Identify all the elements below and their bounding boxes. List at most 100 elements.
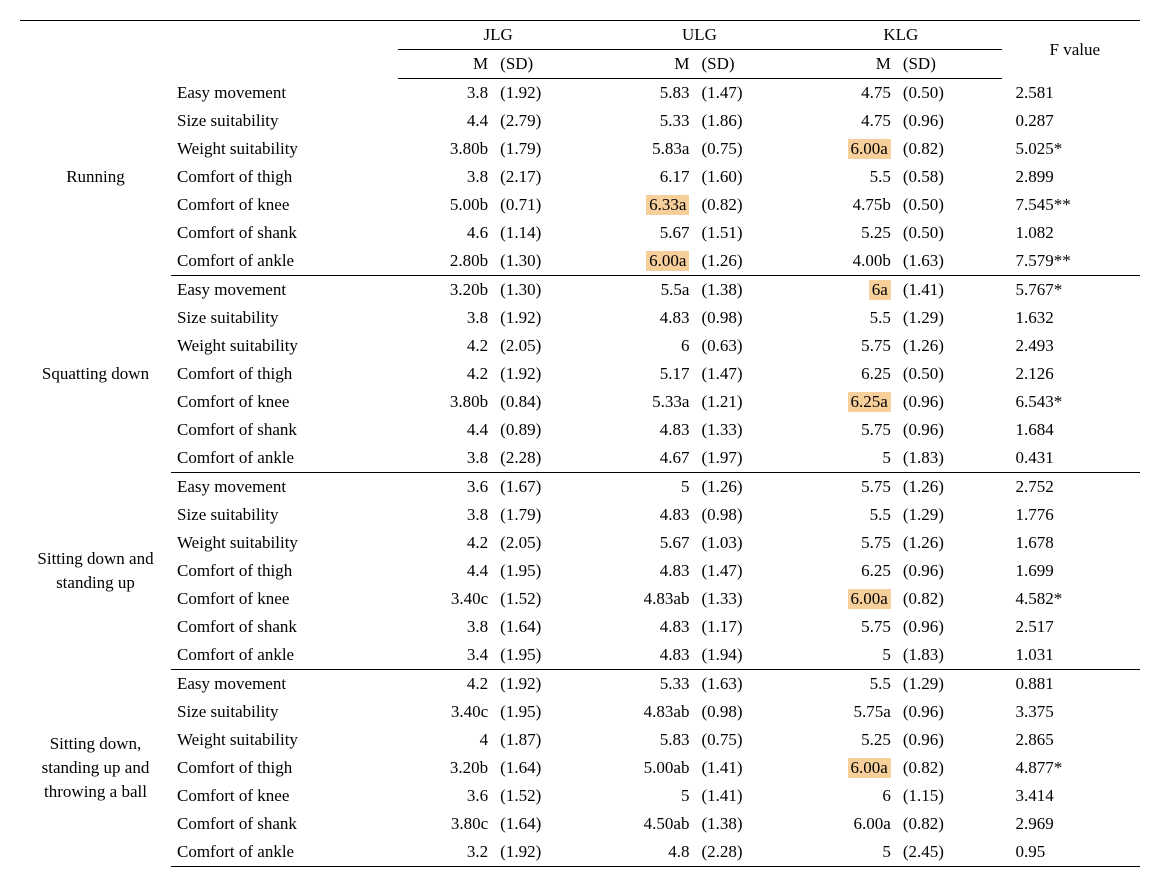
attribute-label: Comfort of knee bbox=[171, 388, 398, 416]
ulg-sd: (0.98) bbox=[699, 304, 800, 332]
ulg-sd: (1.47) bbox=[699, 360, 800, 388]
attribute-label: Comfort of ankle bbox=[171, 838, 398, 867]
col-jlg-m: M bbox=[398, 50, 499, 79]
ulg-sd: (0.63) bbox=[699, 332, 800, 360]
klg-mean: 6.00a bbox=[800, 585, 901, 613]
jlg-mean: 3.8 bbox=[398, 163, 499, 191]
klg-mean: 5.75 bbox=[800, 473, 901, 502]
attribute-label: Comfort of knee bbox=[171, 191, 398, 219]
table-row: Squatting downEasy movement3.20b(1.30)5.… bbox=[20, 276, 1140, 305]
ulg-sd: (1.60) bbox=[699, 163, 800, 191]
ulg-mean: 5.5a bbox=[599, 276, 700, 305]
klg-mean: 5.75 bbox=[800, 613, 901, 641]
jlg-sd: (1.67) bbox=[498, 473, 599, 502]
attribute-label: Comfort of shank bbox=[171, 613, 398, 641]
ulg-sd: (1.33) bbox=[699, 585, 800, 613]
klg-mean: 6.00a bbox=[800, 754, 901, 782]
jlg-mean: 3.8 bbox=[398, 79, 499, 108]
col-fvalue: F value bbox=[1002, 21, 1141, 79]
ulg-mean: 6 bbox=[599, 332, 700, 360]
ulg-sd: (1.51) bbox=[699, 219, 800, 247]
attribute-label: Comfort of ankle bbox=[171, 247, 398, 276]
jlg-sd: (1.92) bbox=[498, 304, 599, 332]
klg-sd: (0.50) bbox=[901, 219, 1002, 247]
ulg-mean: 5 bbox=[599, 473, 700, 502]
table-row: Comfort of thigh3.8(2.17)6.17(1.60)5.5(0… bbox=[20, 163, 1140, 191]
klg-mean: 5.5 bbox=[800, 304, 901, 332]
col-group-ulg: ULG bbox=[599, 21, 800, 50]
f-value: 3.375 bbox=[1002, 698, 1141, 726]
ulg-mean: 5.33 bbox=[599, 670, 700, 699]
jlg-mean: 3.8 bbox=[398, 444, 499, 473]
ulg-mean: 4.83 bbox=[599, 304, 700, 332]
ulg-sd: (1.03) bbox=[699, 529, 800, 557]
klg-sd: (1.63) bbox=[901, 247, 1002, 276]
ulg-mean: 4.67 bbox=[599, 444, 700, 473]
jlg-mean: 4.2 bbox=[398, 360, 499, 388]
ulg-mean: 4.83ab bbox=[599, 585, 700, 613]
jlg-mean: 4.4 bbox=[398, 416, 499, 444]
klg-sd: (1.29) bbox=[901, 670, 1002, 699]
f-value: 0.95 bbox=[1002, 838, 1141, 867]
klg-sd: (2.45) bbox=[901, 838, 1002, 867]
ulg-mean: 4.50ab bbox=[599, 810, 700, 838]
klg-sd: (0.50) bbox=[901, 360, 1002, 388]
jlg-mean: 4.2 bbox=[398, 529, 499, 557]
ulg-mean: 5.83a bbox=[599, 135, 700, 163]
f-value: 1.678 bbox=[1002, 529, 1141, 557]
klg-sd: (1.29) bbox=[901, 304, 1002, 332]
jlg-sd: (1.64) bbox=[498, 754, 599, 782]
klg-sd: (1.26) bbox=[901, 332, 1002, 360]
jlg-sd: (1.79) bbox=[498, 135, 599, 163]
table-row: Comfort of thigh3.20b(1.64)5.00ab(1.41)6… bbox=[20, 754, 1140, 782]
table-row: Weight suitability3.80b(1.79)5.83a(0.75)… bbox=[20, 135, 1140, 163]
section-label: Sitting down and standing up bbox=[20, 473, 171, 670]
f-value: 2.752 bbox=[1002, 473, 1141, 502]
ulg-sd: (1.41) bbox=[699, 754, 800, 782]
table-row: Comfort of shank3.8(1.64)4.83(1.17)5.75(… bbox=[20, 613, 1140, 641]
table-row: Comfort of knee5.00b(0.71)6.33a(0.82)4.7… bbox=[20, 191, 1140, 219]
f-value: 2.517 bbox=[1002, 613, 1141, 641]
jlg-sd: (1.64) bbox=[498, 810, 599, 838]
col-group-jlg: JLG bbox=[398, 21, 599, 50]
klg-sd: (0.96) bbox=[901, 107, 1002, 135]
f-value: 7.579** bbox=[1002, 247, 1141, 276]
klg-mean: 5.5 bbox=[800, 163, 901, 191]
attribute-label: Size suitability bbox=[171, 304, 398, 332]
jlg-sd: (2.28) bbox=[498, 444, 599, 473]
jlg-mean: 4.2 bbox=[398, 332, 499, 360]
ulg-sd: (2.28) bbox=[699, 838, 800, 867]
klg-sd: (0.82) bbox=[901, 754, 1002, 782]
jlg-sd: (1.92) bbox=[498, 360, 599, 388]
ulg-sd: (1.26) bbox=[699, 473, 800, 502]
klg-sd: (0.58) bbox=[901, 163, 1002, 191]
f-value: 2.581 bbox=[1002, 79, 1141, 108]
table-row: Weight suitability4.2(2.05)6(0.63)5.75(1… bbox=[20, 332, 1140, 360]
col-group-klg: KLG bbox=[800, 21, 1001, 50]
ulg-mean: 4.83 bbox=[599, 416, 700, 444]
ulg-sd: (0.75) bbox=[699, 135, 800, 163]
ulg-mean: 4.83 bbox=[599, 613, 700, 641]
attribute-label: Easy movement bbox=[171, 79, 398, 108]
klg-mean: 6.00a bbox=[800, 810, 901, 838]
f-value: 2.493 bbox=[1002, 332, 1141, 360]
f-value: 0.881 bbox=[1002, 670, 1141, 699]
f-value: 6.543* bbox=[1002, 388, 1141, 416]
klg-mean: 5.25 bbox=[800, 726, 901, 754]
f-value: 4.582* bbox=[1002, 585, 1141, 613]
f-value: 2.865 bbox=[1002, 726, 1141, 754]
attribute-label: Weight suitability bbox=[171, 332, 398, 360]
ulg-sd: (1.97) bbox=[699, 444, 800, 473]
jlg-sd: (0.89) bbox=[498, 416, 599, 444]
attribute-label: Size suitability bbox=[171, 698, 398, 726]
ulg-sd: (1.94) bbox=[699, 641, 800, 670]
table-row: Comfort of ankle3.4(1.95)4.83(1.94)5(1.8… bbox=[20, 641, 1140, 670]
table-header: JLG ULG KLG F value M (SD) M (SD) M (SD) bbox=[20, 21, 1140, 79]
ulg-mean: 5.00ab bbox=[599, 754, 700, 782]
jlg-sd: (1.52) bbox=[498, 585, 599, 613]
ulg-sd: (1.33) bbox=[699, 416, 800, 444]
klg-mean: 5.75a bbox=[800, 698, 901, 726]
jlg-mean: 4.2 bbox=[398, 670, 499, 699]
f-value: 2.969 bbox=[1002, 810, 1141, 838]
col-ulg-sd: (SD) bbox=[699, 50, 800, 79]
